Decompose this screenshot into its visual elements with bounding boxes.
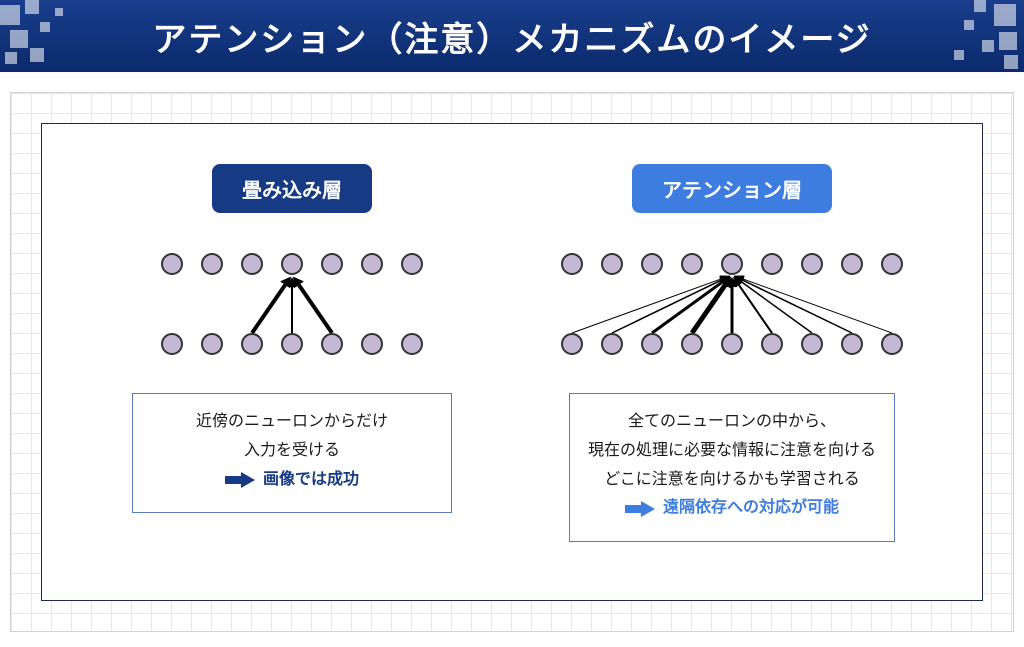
neuron-node [401, 333, 423, 355]
panel-header-attn: アテンション層 [632, 164, 832, 213]
neuron-node [401, 253, 423, 275]
caption-conv: 近傍のニューロンからだけ入力を受ける画像では成功 [132, 393, 452, 513]
neuron-node [881, 333, 903, 355]
page-title: アテンション（注意）メカニズムのイメージ [152, 12, 871, 61]
neuron-node [641, 253, 663, 275]
neuron-node [361, 333, 383, 355]
caption-line: どこに注意を向けるかも学習される [588, 466, 876, 495]
neuron-node [881, 253, 903, 275]
neuron-node [361, 253, 383, 275]
neuron-node [761, 253, 783, 275]
neuron-node [161, 333, 183, 355]
neuron-node [241, 333, 263, 355]
caption-attn: 全てのニューロンの中から、現在の処理に必要な情報に注意を向けるどこに注意を向ける… [569, 393, 895, 542]
caption-line: 近傍のニューロンからだけ [151, 408, 433, 437]
neuron-node [561, 253, 583, 275]
header-deco-left [0, 0, 120, 72]
panel-conv: 畳み込み層近傍のニューロンからだけ入力を受ける画像では成功 [82, 164, 502, 513]
caption-highlight: 遠隔依存への対応が可能 [625, 494, 839, 523]
neuron-node [321, 253, 343, 275]
neuron-node [281, 253, 303, 275]
neuron-node [601, 253, 623, 275]
neuron-node [641, 333, 663, 355]
neuron-node [721, 333, 743, 355]
neuron-node [241, 253, 263, 275]
caption-highlight: 画像では成功 [225, 466, 359, 495]
page-header: アテンション（注意）メカニズムのイメージ [0, 0, 1024, 72]
caption-line: 入力を受ける [151, 437, 433, 466]
header-deco-right [904, 0, 1024, 72]
neuron-node [201, 253, 223, 275]
panels-container: 畳み込み層近傍のニューロンからだけ入力を受ける画像では成功アテンション層全てのニ… [42, 124, 982, 600]
neuron-node [681, 333, 703, 355]
caption-highlight-text: 遠隔依存への対応が可能 [663, 494, 839, 523]
caption-line: 全てのニューロンの中から、 [588, 408, 876, 437]
neuron-node [601, 333, 623, 355]
neuron-node [761, 333, 783, 355]
neuron-node [681, 253, 703, 275]
neuron-node [721, 253, 743, 275]
arrow-right-icon [225, 473, 255, 487]
panel-header-conv: 畳み込み層 [212, 164, 372, 213]
content-frame: 畳み込み層近傍のニューロンからだけ入力を受ける画像では成功アテンション層全てのニ… [41, 123, 983, 601]
neuron-node [161, 253, 183, 275]
neuron-node [201, 333, 223, 355]
neuron-node [801, 253, 823, 275]
neuron-node [801, 333, 823, 355]
neuron-node [321, 333, 343, 355]
neuron-node [841, 253, 863, 275]
arrow-right-icon [625, 502, 655, 516]
neuron-node [561, 333, 583, 355]
panel-attn: アテンション層全てのニューロンの中から、現在の処理に必要な情報に注意を向けるどこ… [522, 164, 942, 542]
neuron-node [281, 333, 303, 355]
caption-highlight-text: 画像では成功 [263, 466, 359, 495]
grid-background: 畳み込み層近傍のニューロンからだけ入力を受ける画像では成功アテンション層全てのニ… [10, 92, 1014, 632]
neuron-node [841, 333, 863, 355]
diagram-conv [112, 243, 472, 363]
caption-line: 現在の処理に必要な情報に注意を向ける [588, 437, 876, 466]
diagram-attn [552, 243, 912, 363]
